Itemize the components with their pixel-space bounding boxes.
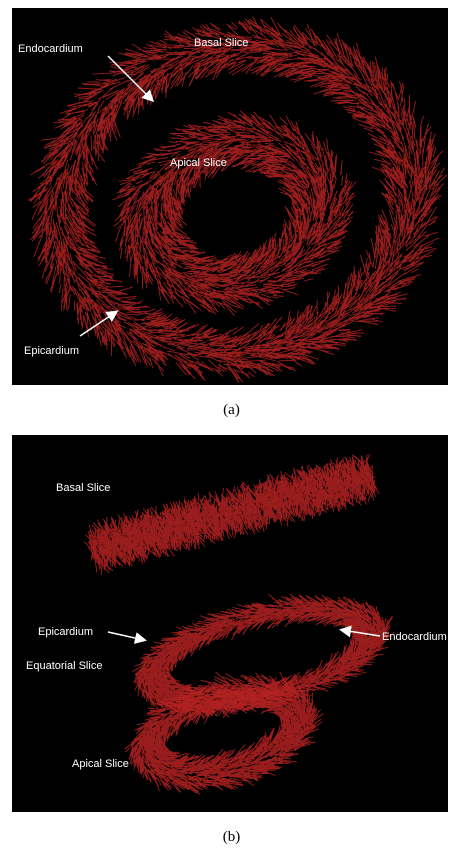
caption-a: (a) <box>223 402 240 418</box>
endocardium-arrow <box>107 55 155 103</box>
label-epicardium-b: Epicardium <box>38 626 94 638</box>
label-epicardium: Epicardium <box>24 345 80 357</box>
panel-a-fiber-rendering <box>27 16 448 384</box>
fiber-bundle <box>83 453 380 576</box>
epicardium-arrow <box>79 310 119 337</box>
fiber-bundle <box>132 593 395 719</box>
label-basal-slice: Basal Slice <box>194 37 249 49</box>
label-equatorial-slice: Equatorial Slice <box>26 660 103 672</box>
epicardium-arrow-b <box>107 631 147 644</box>
panel-b-fiber-rendering <box>83 453 395 795</box>
label-apical-slice: Apical Slice <box>170 157 227 169</box>
label-basal-slice-b: Basal Slice <box>56 482 111 494</box>
panel-a-arrows <box>79 55 155 337</box>
endocardium-arrow-b <box>339 625 381 638</box>
caption-b: (b) <box>222 829 241 845</box>
panel-a-image: Endocardium Basal Slice Apical Slice Epi… <box>12 8 448 385</box>
label-endocardium: Endocardium <box>18 43 83 55</box>
fiber-bundle <box>124 671 325 795</box>
panel-b-image: Basal Slice Epicardium Endocardium Equat… <box>12 435 448 812</box>
fiber-bundle <box>112 110 357 317</box>
label-apical-slice-b: Apical Slice <box>72 758 129 770</box>
panel-b-arrows <box>107 625 381 644</box>
fiber-bundle <box>27 16 448 384</box>
label-endocardium-b: Endocardium <box>382 631 447 643</box>
